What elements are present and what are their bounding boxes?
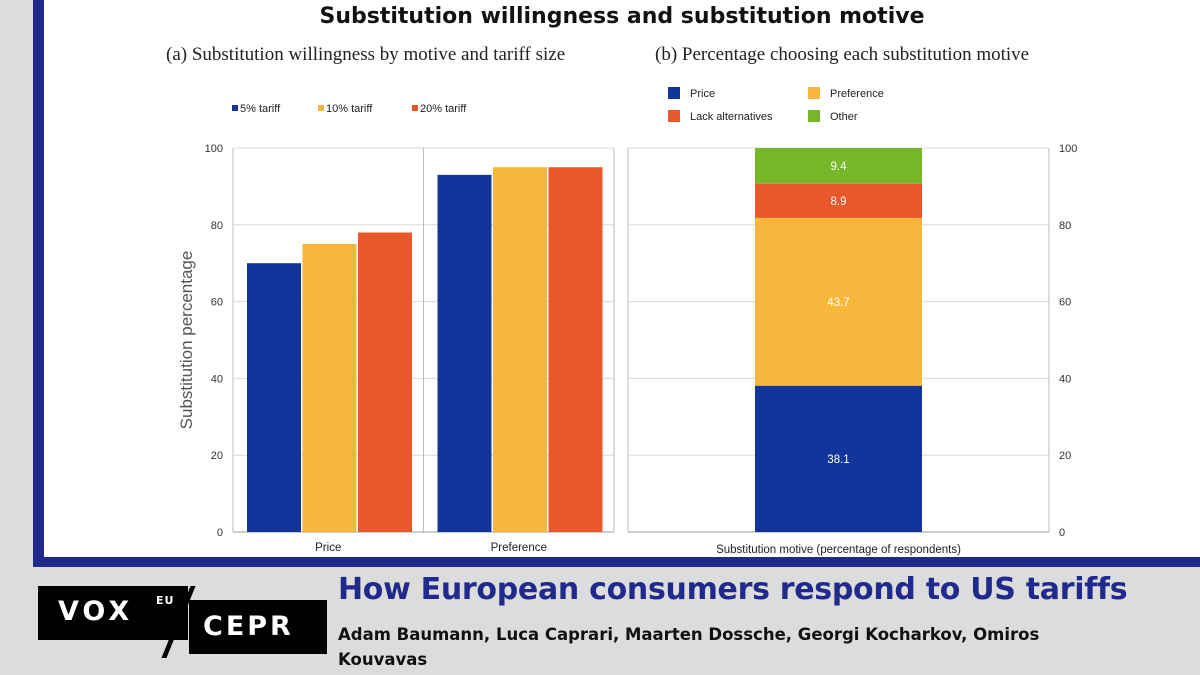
- chart-b-ytick-label: 80: [1059, 220, 1071, 232]
- chart-a-bar-preference-1: [493, 167, 547, 532]
- chart-b-data-label: 9.4: [831, 161, 848, 173]
- chart-a-legend-label: 10% tariff: [326, 103, 373, 115]
- chart-b-ytick-label: 60: [1059, 297, 1071, 309]
- chart-b-legend-swatch: [668, 87, 680, 99]
- figure-panel: [44, 0, 1200, 557]
- chart-a-ytick-label: 0: [217, 527, 223, 539]
- chart-b-segment-other: [755, 148, 922, 184]
- chart-a-bar-price-2: [358, 232, 412, 533]
- chart-b-legend-swatch: [668, 110, 680, 122]
- chart-b-data-label: 8.9: [831, 196, 847, 208]
- chart-a-ylabel: Substitution percentage: [177, 251, 196, 430]
- chart-a-ytick-label: 100: [205, 143, 223, 155]
- figure-title: Substitution willingness and substitutio…: [319, 4, 925, 29]
- chart-b-ytick-label: 20: [1059, 450, 1071, 462]
- chart-a-bar-preference-0: [437, 174, 492, 532]
- chart-b-title: (b) Percentage choosing each substitutio…: [655, 44, 1030, 65]
- chart-a-title: (a) Substitution willingness by motive a…: [166, 44, 566, 65]
- chart-b-ytick-label: 40: [1059, 373, 1071, 385]
- chart-b-ytick-label: 100: [1059, 143, 1077, 155]
- chart-a-legend-label: 5% tariff: [240, 103, 281, 115]
- chart-a-category-label: Price: [315, 542, 341, 554]
- chart-b-legend-label: Other: [830, 111, 858, 123]
- chart-a-ytick-label: 20: [211, 450, 223, 462]
- chart-b-segment-lack-alternatives: [755, 183, 922, 218]
- chart-b-data-label: 38.1: [827, 454, 849, 466]
- chart-a-legend-swatch: [412, 105, 418, 111]
- chart-b-xlabel: Substitution motive (percentage of respo…: [716, 544, 961, 556]
- chart-b-segment-preference: [755, 217, 922, 386]
- chart-a-ytick-label: 40: [211, 373, 223, 385]
- logo-vox-text: VOX: [58, 596, 134, 627]
- logo-cepr-text: CEPR: [203, 611, 294, 642]
- chart-a-ytick-label: 60: [211, 297, 223, 309]
- chart-b-segment-price: [755, 385, 922, 532]
- chart-a-bar-price-1: [302, 244, 357, 532]
- article-authors: Adam Baumann, Luca Caprari, Maarten Doss…: [338, 625, 1040, 669]
- charts-svg: 0 20 40 60 80 100 Price Preference Substitution …: [177, 87, 1077, 556]
- chart-a-legend-swatch: [232, 105, 238, 111]
- chart-a-bar-price-0: [247, 263, 301, 532]
- chart-a-bar-preference-2: [548, 167, 603, 532]
- chart-b-legend-label: Lack alternatives: [690, 111, 773, 123]
- article-headline[interactable]: How European consumers respond to US tar…: [338, 572, 1128, 607]
- logo-eu-text: EU: [156, 594, 175, 607]
- voxeu-logo[interactable]: VOX EU: [38, 586, 188, 640]
- chart-b-legend-label: Preference: [830, 88, 884, 100]
- chart-b-data-label: 43.7: [827, 297, 849, 309]
- chart-b-legend-swatch: [808, 110, 820, 122]
- chart-b-ytick-label: 0: [1059, 527, 1065, 539]
- chart-a-legend-label: 20% tariff: [420, 103, 467, 115]
- chart-a-legend-swatch: [318, 105, 324, 111]
- chart-a-category-label: Preference: [491, 542, 547, 554]
- chart-a-ytick-label: 80: [211, 220, 223, 232]
- chart-b-legend-label: Price: [690, 88, 715, 100]
- cepr-logo[interactable]: CEPR: [189, 600, 327, 654]
- chart-b-legend-swatch: [808, 87, 820, 99]
